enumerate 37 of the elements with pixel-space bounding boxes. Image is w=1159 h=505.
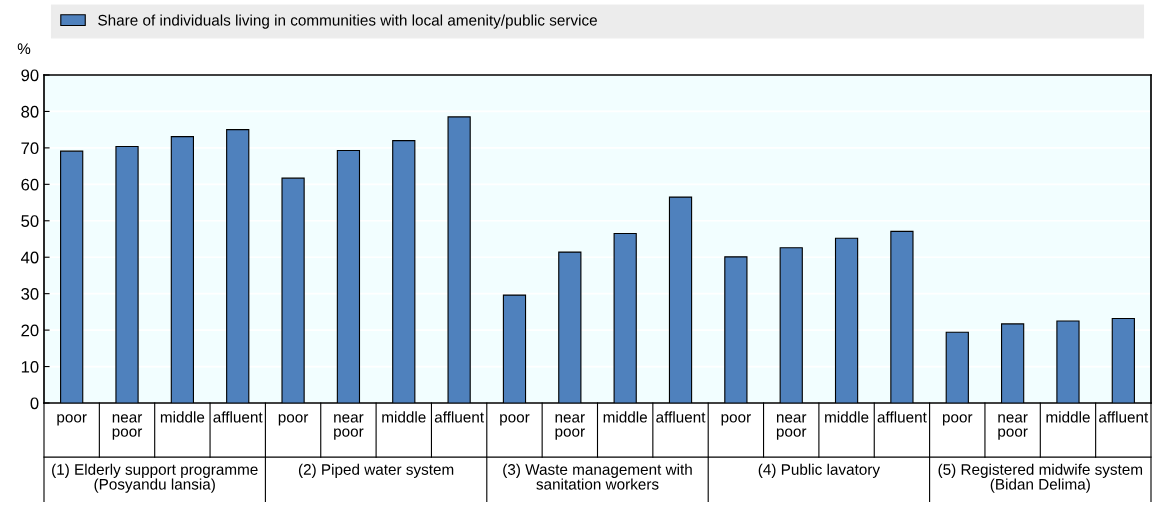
text: (1) Elderly support programme (Posyandu lansia) [52,463,258,493]
x-tick-label: affluent [656,411,706,423]
x-tick-label: near poor [776,414,807,440]
y-tick-label: 80 [21,105,39,118]
x-tick-label: near poor [112,414,143,440]
x-tick-label: poor [500,414,530,426]
x-tick-label: affluent [213,411,263,423]
y-tick-label: 70 [21,142,39,155]
x-tick-label: poor [278,414,309,426]
x-tick-label: middle [825,411,869,423]
text: (2) Piped water system [298,463,454,478]
x-tick-label: near poor [334,414,364,440]
y-tick-label: 60 [21,178,39,191]
y-tick-label: 0 [30,397,39,410]
x-tick-label: middle [382,411,426,423]
x-tick-label: affluent [877,411,927,423]
x-tick-label: near poor [555,414,585,440]
y-tick-label: 30 [21,288,39,300]
y-axis-title: % [17,43,31,55]
y-tick-label: 20 [21,324,39,337]
y-tick-label: 10 [21,360,39,373]
x-tick-label: affluent [434,411,484,423]
x-tick-label: poor [721,414,751,426]
x-tick-label: middle [603,411,647,423]
text: (5) Registered midwife system (Bidan Delima) [938,463,1143,493]
text: (3) Waste management with sanitation workers [503,463,692,490]
x-tick-label: poor [942,414,973,426]
y-tick-label: 90 [21,69,39,82]
y-tick-label: 40 [20,251,39,264]
x-tick-label: affluent [1099,411,1149,423]
x-tick-label: middle [160,411,205,423]
x-tick-label: middle [1046,411,1090,423]
y-tick-label: 50 [21,215,39,227]
text: (4) Public lavatory [758,463,881,478]
x-tick-label: poor [57,414,87,426]
x-tick-label: near poor [998,414,1028,440]
legend-label: Share of individuals living in communities with local amenity/public service [98,14,597,29]
